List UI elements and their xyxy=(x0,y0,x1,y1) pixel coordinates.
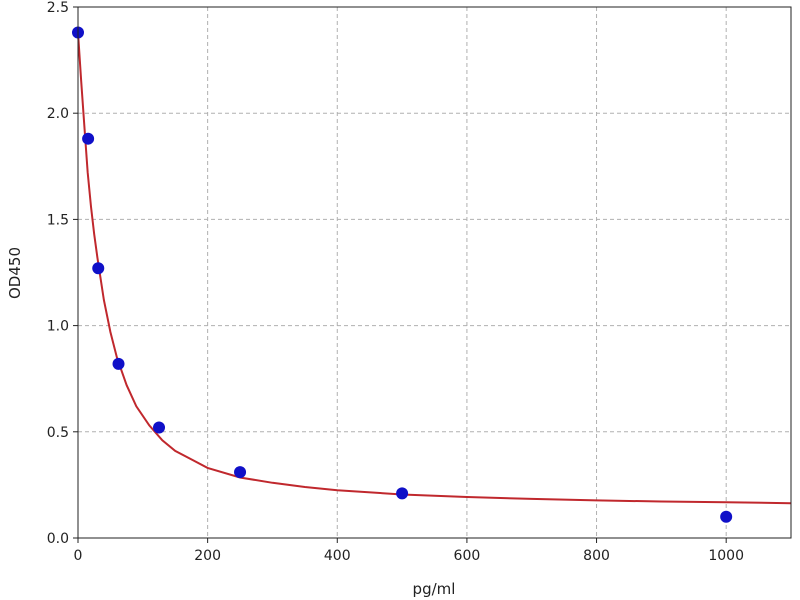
data-point xyxy=(396,487,409,500)
y-tick-label: 2.5 xyxy=(47,0,69,16)
x-tick-label: 600 xyxy=(454,548,481,564)
fit-curve-line xyxy=(77,32,792,505)
x-tick-label: 200 xyxy=(194,548,221,564)
y-tick-label: 1.0 xyxy=(47,319,69,335)
fit-curve-layer xyxy=(77,32,792,505)
data-point xyxy=(92,262,105,275)
x-tick-label: 0 xyxy=(74,548,83,564)
x-axis-label: pg/ml xyxy=(413,580,456,598)
y-axis-label: OD450 xyxy=(6,247,24,299)
x-tick-label: 400 xyxy=(324,548,351,564)
y-tick-label: 1.5 xyxy=(47,212,69,228)
data-point xyxy=(720,510,733,523)
data-point xyxy=(153,421,166,434)
y-tick-label: 2.0 xyxy=(47,106,69,122)
data-point xyxy=(82,132,95,145)
y-tick-label: 0.5 xyxy=(47,425,69,441)
plot-frame xyxy=(77,6,792,539)
x-tick-label: 800 xyxy=(583,548,610,564)
data-points-layer xyxy=(72,26,733,523)
y-tick-label: 0.0 xyxy=(47,531,69,547)
ticks: 0 200 400 600 800 1000 0.0 0.5 1.0 1.5 2.0 2.5 xyxy=(47,0,744,564)
data-point xyxy=(234,466,247,479)
x-tick-label: 1000 xyxy=(708,548,744,564)
data-point xyxy=(112,357,125,370)
plot-area xyxy=(78,7,791,538)
